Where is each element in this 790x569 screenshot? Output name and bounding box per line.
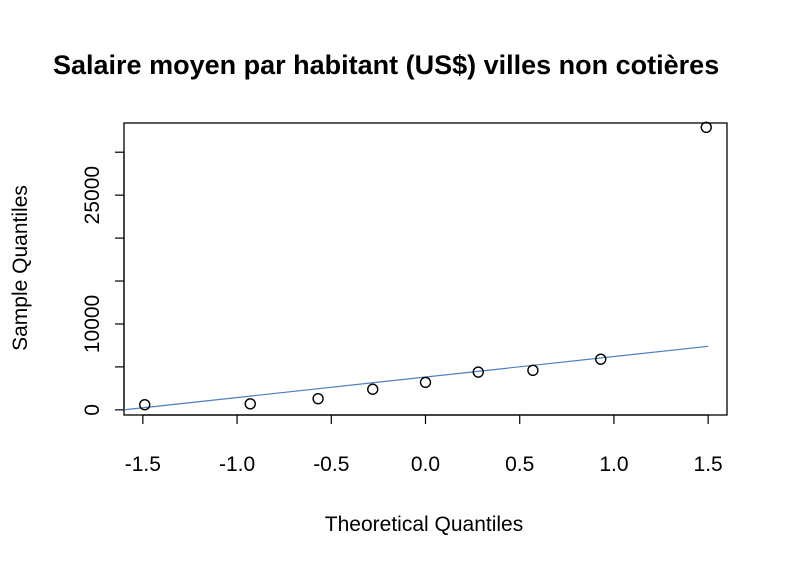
data-point: [139, 398, 151, 411]
data-point: [312, 392, 324, 405]
chart-title: Salaire moyen par habitant (US$) villes …: [53, 50, 719, 80]
y-axis-label: Sample Quantiles: [9, 185, 32, 351]
x-tick-label: -1.0: [219, 453, 255, 476]
data-point: [419, 376, 432, 389]
x-tick-label: 0.5: [505, 453, 534, 476]
plot-frame: [123, 122, 728, 416]
data-point: [595, 353, 607, 365]
x-tick-label: -0.5: [313, 453, 349, 476]
x-axis: -1.5 -1.0 -0.5 0.0 0.5 1.0 1.5: [125, 414, 723, 476]
y-tick-label: 25000: [81, 166, 104, 224]
data-point: [700, 121, 712, 133]
data-point: [367, 383, 379, 395]
data-points: [139, 121, 712, 411]
data-point: [527, 364, 539, 377]
y-tick-label: 0: [81, 404, 104, 416]
x-tick-label: 1.0: [599, 453, 628, 476]
x-tick-label: -1.5: [125, 453, 161, 476]
data-point: [472, 366, 484, 378]
reference-line-group: [123, 345, 709, 411]
x-tick-label: 1.5: [694, 453, 723, 476]
x-axis-label: Theoretical Quantiles: [325, 513, 523, 536]
x-tick-label: 0.0: [411, 453, 440, 476]
qq-reference-line: [123, 345, 709, 411]
data-point: [244, 398, 256, 410]
y-axis: 0 10000 25000: [81, 151, 125, 416]
y-tick-label: 10000: [81, 295, 104, 353]
